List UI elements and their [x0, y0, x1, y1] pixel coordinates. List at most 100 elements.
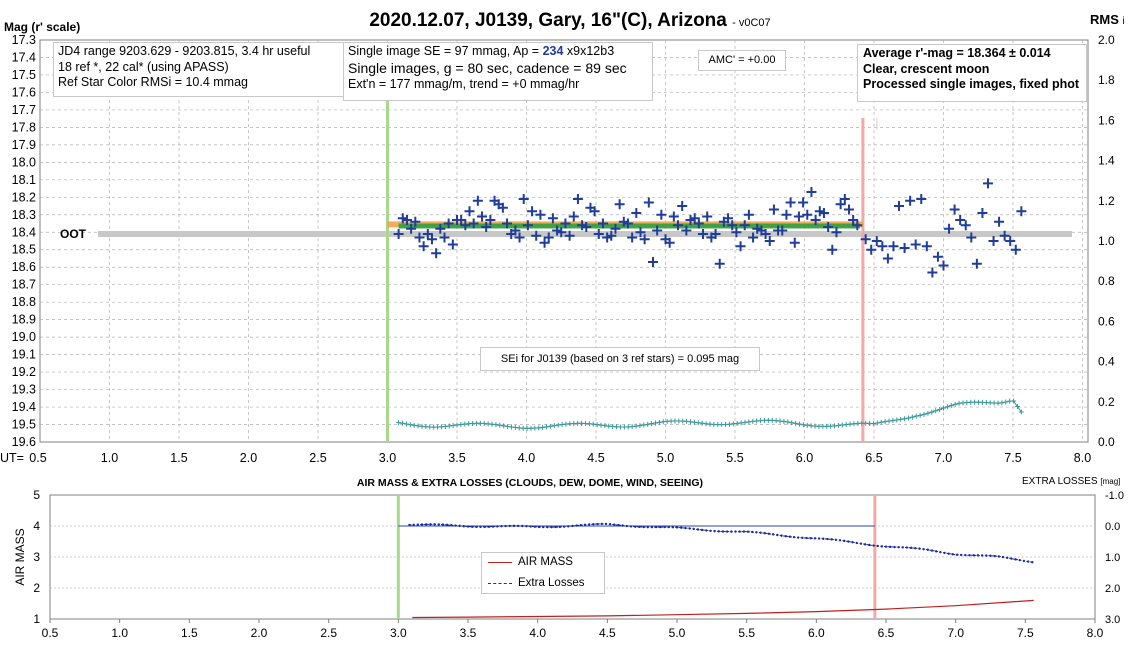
- rms-point: [649, 421, 655, 427]
- extra-losses-point: [734, 530, 737, 533]
- data-point: [568, 211, 579, 222]
- bottom-x-tick-label: 8.0: [1087, 626, 1104, 640]
- top-y2-tick-label: 0.6: [1098, 314, 1115, 328]
- top-y2-tick-label: 1.0: [1098, 234, 1115, 248]
- bottom-x-tick-label: 2.0: [251, 626, 268, 640]
- data-point: [1010, 244, 1021, 255]
- rms-point: [921, 411, 927, 417]
- rms-point: [656, 419, 662, 425]
- data-point: [798, 197, 809, 208]
- extra-losses-point: [429, 523, 432, 526]
- bottom-x-tick-label: 1.5: [181, 626, 198, 640]
- extinction-line: Ext'n = 177 mmag/m, trend = +0 mmag/hr: [348, 77, 580, 92]
- bottom-x-tick-label: 6.0: [808, 626, 825, 640]
- extra-losses-point: [1026, 560, 1030, 563]
- data-point: [622, 218, 633, 229]
- data-point: [668, 211, 679, 222]
- right-axis-title-text: RMS: [1090, 12, 1119, 27]
- extra-losses-point: [487, 525, 491, 528]
- extra-losses-point: [792, 535, 796, 539]
- data-point: [971, 258, 982, 269]
- rms-point: [874, 420, 880, 426]
- extra-losses-point: [692, 527, 695, 531]
- extra-losses-point: [918, 547, 921, 550]
- extra-losses-point: [516, 524, 520, 528]
- data-point: [806, 187, 817, 198]
- legend-extra-swatch: [488, 583, 512, 584]
- data-point: [593, 229, 604, 240]
- extra-losses-point: [1014, 558, 1017, 561]
- se-text: Single image SE = 97 mmag, Ap =: [348, 44, 543, 58]
- extra-losses-point: [746, 530, 750, 533]
- extra-losses-point: [926, 548, 929, 551]
- top-y2-tick-label: 0.2: [1098, 395, 1115, 409]
- data-point: [831, 227, 842, 238]
- extra-losses-point: [797, 536, 800, 539]
- extra-losses-point: [822, 537, 825, 540]
- extra-losses-point: [742, 530, 746, 533]
- data-point: [882, 253, 893, 264]
- data-point: [414, 232, 425, 243]
- data-point: [839, 194, 850, 205]
- airmass-line: [412, 599, 1034, 619]
- top-y2-tick-label: 1.2: [1098, 194, 1115, 208]
- extra-losses-point: [939, 550, 942, 554]
- data-point: [510, 225, 521, 236]
- top-y-tick-label: 17.4: [12, 50, 36, 64]
- data-point: [888, 241, 899, 252]
- top-y-tick-label: 17.5: [12, 68, 36, 82]
- extra-losses-point: [784, 534, 787, 538]
- extra-losses-point: [855, 541, 858, 545]
- top-y-tick-label: 18.9: [12, 313, 36, 327]
- bottom-y2-tick-label: 0.0: [1105, 521, 1120, 533]
- data-point: [810, 215, 821, 226]
- data-point: [472, 195, 483, 206]
- extra-losses-point: [1010, 557, 1013, 560]
- extra-losses-point: [859, 542, 863, 545]
- top-plot-frame: [39, 39, 1089, 443]
- rms-point: [493, 422, 499, 428]
- data-point: [1005, 236, 1016, 246]
- extra-losses-point: [529, 525, 532, 528]
- extra-losses-point: [512, 524, 516, 528]
- bottom-x-tick-label: 5.0: [669, 626, 686, 640]
- data-point: [760, 229, 771, 240]
- rms-point: [894, 417, 900, 423]
- bottom-y-tick-label: 3: [33, 550, 40, 564]
- top-y-tick-label: 19.1: [12, 348, 36, 362]
- extra-losses-point: [654, 525, 658, 529]
- data-point: [652, 225, 663, 236]
- bottom-x-tick-label: 7.0: [947, 626, 964, 640]
- extra-losses-point: [771, 533, 775, 536]
- data-point: [938, 260, 949, 271]
- data-point: [871, 236, 882, 246]
- extra-losses-point: [897, 545, 900, 549]
- top-x-tick-label: 7.5: [1004, 451, 1021, 465]
- extra-losses-point: [826, 537, 829, 541]
- top-y-tick-label: 19.0: [12, 330, 36, 344]
- bottom-x-tick-label: 5.5: [738, 626, 755, 640]
- top-x-tick-label: 2.0: [240, 451, 257, 465]
- extra-losses-point: [625, 524, 629, 528]
- extra-losses-point: [909, 546, 913, 550]
- extra-losses-point: [700, 528, 704, 532]
- top-y-tick-label: 19.4: [12, 400, 36, 414]
- data-point: [581, 222, 592, 233]
- extra-losses-point: [688, 527, 691, 530]
- rms-point: [925, 410, 931, 416]
- ref-stars-line: 18 ref *, 22 cal* (using APASS): [58, 59, 229, 74]
- data-point: [606, 230, 617, 241]
- rms-point: [505, 423, 511, 429]
- rms-point: [937, 406, 943, 412]
- extra-losses-point: [617, 523, 620, 527]
- top-x-tick-label: 5.5: [726, 451, 743, 465]
- data-point: [710, 229, 721, 240]
- extra-losses-point: [634, 525, 637, 528]
- data-point: [393, 229, 404, 240]
- rms-point: [796, 421, 802, 427]
- data-point: [673, 220, 684, 231]
- rms-point: [1018, 409, 1024, 415]
- extra-losses-axis-title: EXTRA LOSSES: [1022, 476, 1098, 487]
- data-point: [410, 216, 421, 227]
- top-y-tick-label: 17.6: [12, 85, 36, 99]
